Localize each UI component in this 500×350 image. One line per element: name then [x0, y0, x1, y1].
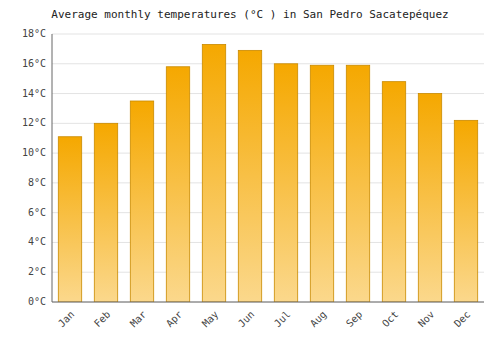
bar — [58, 137, 81, 302]
x-tick-label: Jun — [236, 309, 257, 330]
x-tick-label: Oct — [380, 309, 401, 330]
x-tick-labels: Jan Feb Mar Apr May Jun Jul Aug Sep Oct Nov Dec — [56, 309, 473, 330]
y-tick-label: 10°C — [22, 147, 46, 158]
bar — [310, 65, 333, 302]
y-tick-label: 16°C — [22, 58, 46, 69]
bar — [454, 120, 477, 302]
chart-container: 0°C 2°C 4°C 6°C 8°C 10°C 12°C 14°C 16°C 18°C Jan Fe… — [0, 0, 500, 350]
y-tick-label: 4°C — [28, 236, 46, 247]
x-tick-label: Sep — [344, 309, 365, 330]
x-tick-label: May — [200, 309, 221, 330]
grid-line — [52, 302, 484, 303]
y-tick-label: 12°C — [22, 117, 46, 128]
x-axis-line — [52, 302, 484, 303]
bar — [166, 67, 189, 302]
bar — [94, 123, 117, 302]
bars — [58, 44, 477, 302]
axes — [52, 34, 484, 302]
x-tick-label: Jan — [56, 309, 77, 330]
bar — [418, 94, 441, 302]
grid — [52, 34, 484, 302]
y-axis-line — [52, 34, 53, 302]
x-tick-label: Feb — [92, 309, 113, 330]
bar — [346, 65, 369, 302]
y-tick-label: 14°C — [22, 88, 46, 99]
y-tick-label: 18°C — [22, 28, 46, 39]
x-tick-label: Dec — [452, 309, 473, 330]
bar — [238, 50, 261, 302]
grid-line — [52, 34, 484, 35]
y-tick-label: 8°C — [28, 177, 46, 188]
y-tick-labels: 0°C 2°C 4°C 6°C 8°C 10°C 12°C 14°C 16°C 18°C — [22, 28, 46, 307]
bar — [130, 101, 153, 302]
x-tick-label: Mar — [128, 309, 149, 330]
bar — [382, 82, 405, 302]
y-tick-label: 6°C — [28, 207, 46, 218]
x-tick-label: Jul — [272, 309, 293, 330]
x-tick-label: Apr — [164, 309, 185, 330]
bar — [274, 64, 297, 302]
chart-title: Average monthly temperatures (°C ) in Sa… — [51, 8, 448, 21]
chart-svg: 0°C 2°C 4°C 6°C 8°C 10°C 12°C 14°C 16°C 18°C Jan Fe… — [0, 0, 500, 350]
grid-line — [52, 63, 484, 64]
x-tick-label: Aug — [308, 309, 329, 330]
y-tick-label: 2°C — [28, 266, 46, 277]
bar — [202, 44, 225, 302]
y-tick-label: 0°C — [28, 296, 46, 307]
x-tick-label: Nov — [416, 309, 437, 330]
